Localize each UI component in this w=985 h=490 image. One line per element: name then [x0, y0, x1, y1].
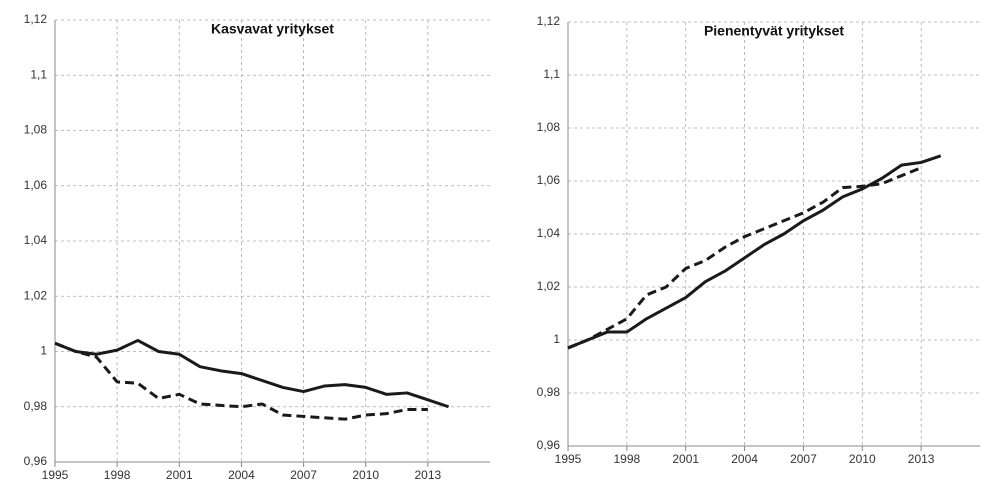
x-tick-label: 2004 [731, 452, 758, 466]
y-tick-label: 1,06 [537, 173, 561, 187]
y-tick-label: 0,96 [24, 454, 48, 468]
x-tick-label: 1995 [555, 452, 582, 466]
y-tick-label: 1,06 [24, 178, 48, 192]
x-tick-label: 2001 [166, 468, 193, 482]
x-tick-label: 2013 [415, 468, 442, 482]
y-tick-label: 0,96 [537, 438, 561, 452]
y-tick-label: 1,1 [543, 67, 560, 81]
x-tick-label: 2010 [849, 452, 876, 466]
series-line [567, 154, 942, 350]
x-tick-label: 2007 [790, 452, 817, 466]
x-tick-label: 2013 [908, 452, 935, 466]
y-tick-label: 1 [553, 332, 560, 346]
y-tick-label: 1,08 [537, 120, 561, 134]
x-tick-label: 2007 [290, 468, 317, 482]
y-tick-label: 1,12 [24, 12, 48, 26]
y-tick-label: 1,12 [537, 14, 561, 28]
y-tick-label: 0,98 [24, 399, 48, 413]
y-tick-label: 1,02 [537, 279, 561, 293]
chart-title: Pienentyvät yritykset [704, 23, 844, 39]
x-tick-label: 2001 [672, 452, 699, 466]
x-tick-label: 2010 [352, 468, 379, 482]
series-line [567, 166, 922, 350]
series-line [54, 341, 428, 421]
x-tick-label: 2004 [228, 468, 255, 482]
y-tick-label: 1 [40, 344, 47, 358]
x-tick-label: 1995 [42, 468, 69, 482]
x-tick-label: 1998 [614, 452, 641, 466]
y-tick-label: 1,08 [24, 123, 48, 137]
chart-title: Kasvavat yritykset [211, 21, 334, 37]
y-tick-label: 1,02 [24, 288, 48, 302]
y-tick-label: 1,04 [24, 233, 48, 247]
y-tick-label: 0,98 [537, 385, 561, 399]
y-tick-label: 1,1 [30, 67, 47, 81]
series-line [54, 338, 450, 409]
y-tick-label: 1,04 [537, 226, 561, 240]
x-tick-label: 1998 [104, 468, 131, 482]
